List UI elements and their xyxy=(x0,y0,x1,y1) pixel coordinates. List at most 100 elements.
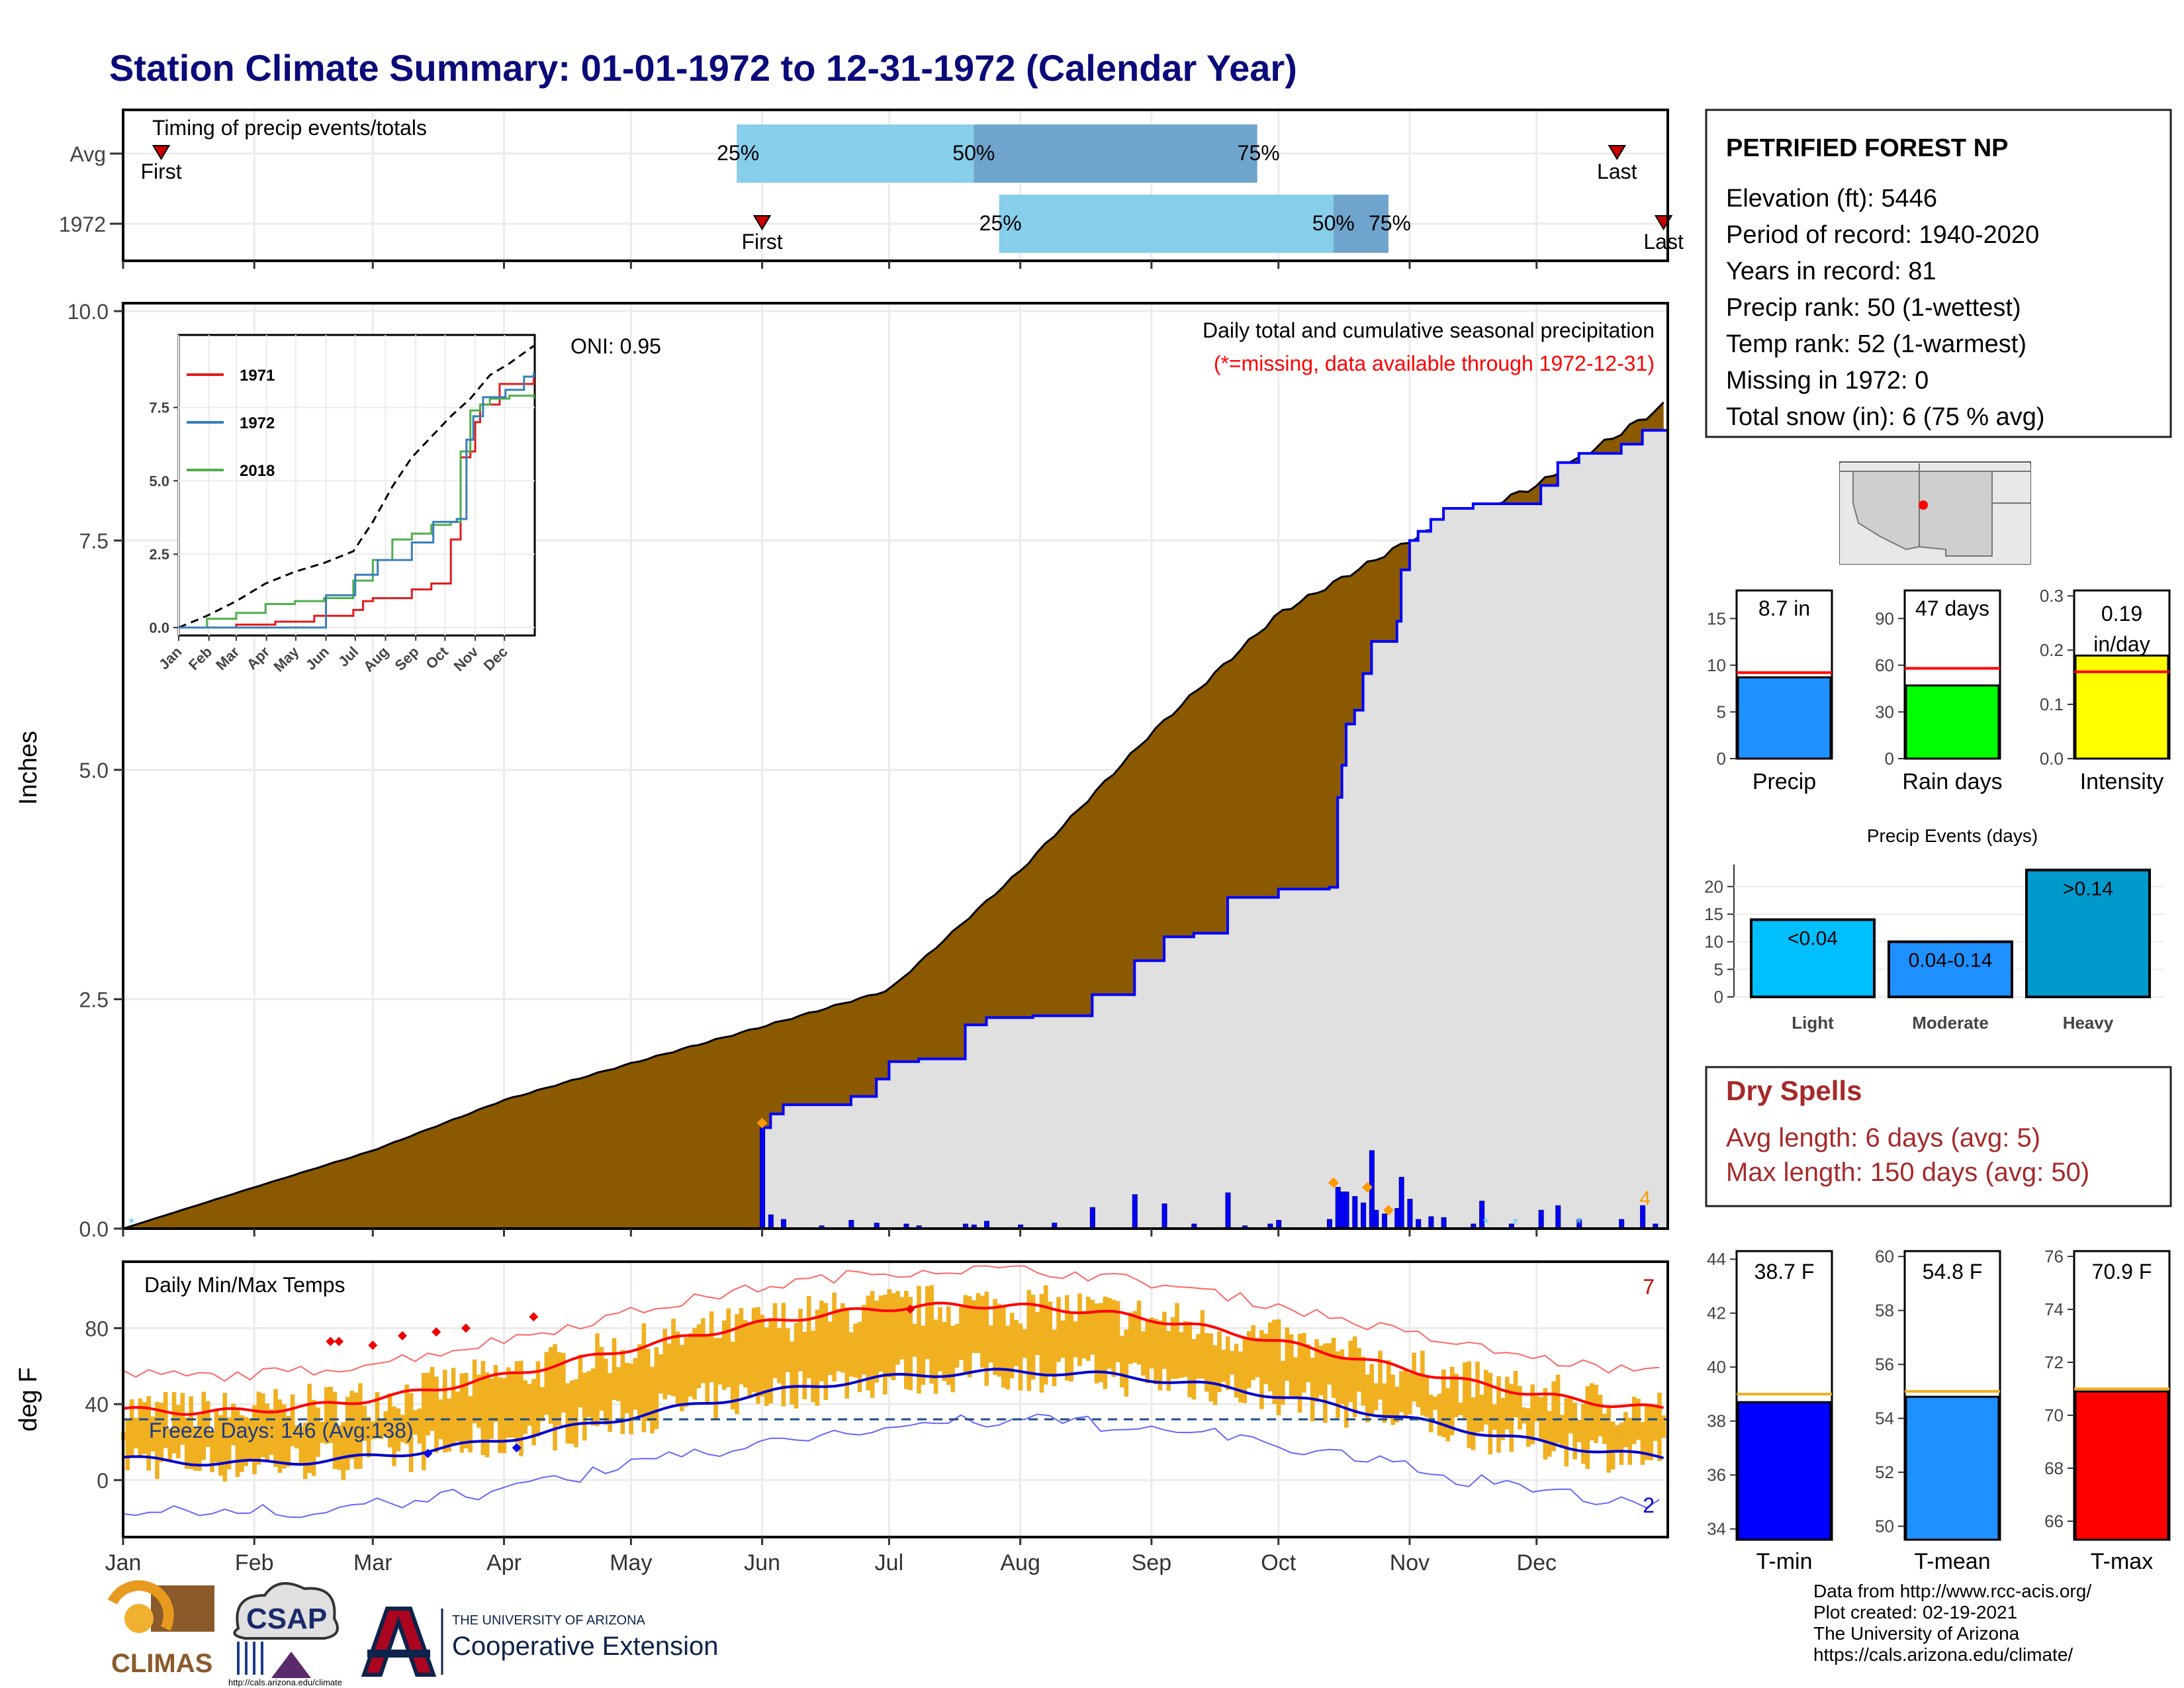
temp-ylabel: deg F xyxy=(15,1367,42,1431)
daily-temp-bar xyxy=(341,1422,346,1480)
temp-ytick-label: 80 xyxy=(85,1317,109,1340)
precip-frame xyxy=(122,302,1669,1230)
temp-bar-value-label: 54.8 F xyxy=(1923,1260,1983,1284)
daily-temp-bar xyxy=(790,1341,794,1405)
daily-temp-bar xyxy=(1212,1345,1218,1405)
daily-precip-bar xyxy=(1382,1213,1388,1229)
daily-temp-bar xyxy=(1645,1405,1649,1460)
daily-temp-bar xyxy=(993,1299,997,1375)
daily-temp-bar xyxy=(332,1391,338,1470)
station-info-line: Missing in 1972: 0 xyxy=(1726,367,1929,395)
inset-month-label: Aug xyxy=(360,643,392,675)
daily-temp-bar xyxy=(142,1402,147,1454)
station-box xyxy=(1705,109,2172,438)
daily-temp-bar xyxy=(1090,1299,1095,1355)
daily-temp-bar xyxy=(1225,1336,1230,1390)
daily-temp-bar xyxy=(248,1418,253,1462)
daily-temp-bar xyxy=(1120,1336,1124,1387)
daily-temp-bar xyxy=(709,1311,714,1383)
inset-ytick-label: 5.0 xyxy=(149,473,169,489)
daily-temp-bar xyxy=(1352,1336,1357,1418)
inset-month-label: Apr xyxy=(244,643,273,673)
daily-temp-bar xyxy=(1183,1321,1188,1378)
daily-precip-bar xyxy=(1428,1216,1434,1229)
daily-temp-bar xyxy=(1014,1320,1019,1366)
daily-temp-bar xyxy=(1568,1397,1573,1434)
daily-temp-bar xyxy=(1547,1411,1552,1457)
temp-top-count: 7 xyxy=(1643,1275,1655,1299)
daily-temp-bar xyxy=(1505,1376,1510,1430)
daily-temp-bar xyxy=(1023,1329,1027,1358)
daily-temp-bar xyxy=(1289,1334,1294,1397)
timing-first-marker xyxy=(152,145,171,160)
avg-max-line xyxy=(122,1301,1664,1416)
daily-temp-bar xyxy=(1619,1423,1624,1465)
month-label: Jun xyxy=(744,1550,780,1575)
daily-temp-bar xyxy=(641,1323,647,1432)
temp-bar-ytick-label: 36 xyxy=(1707,1465,1726,1485)
summary-value-label: 47 days xyxy=(1915,596,1989,620)
daily-temp-bar xyxy=(565,1383,570,1444)
daily-temp-bar xyxy=(210,1431,214,1472)
temp-bar-ytick-label: 50 xyxy=(1875,1517,1894,1536)
daily-temp-bar xyxy=(371,1421,375,1440)
daily-precip-bar xyxy=(1343,1192,1349,1229)
daily-temp-bar xyxy=(1416,1373,1421,1407)
daily-temp-bar xyxy=(1606,1405,1612,1473)
daily-temp-bar xyxy=(379,1419,384,1439)
daily-temp-bar xyxy=(1386,1360,1391,1419)
temp-bar-ytick-label: 60 xyxy=(1875,1246,1894,1266)
daily-temp-bar xyxy=(1424,1378,1430,1417)
daily-temp-bar xyxy=(155,1401,159,1479)
daily-temp-bar xyxy=(1454,1374,1459,1417)
daily-temp-bar xyxy=(320,1421,325,1443)
summary-ytick-label: 10 xyxy=(1707,655,1726,675)
daily-temp-bar xyxy=(1056,1297,1061,1362)
daily-precip-bar xyxy=(1416,1219,1422,1229)
daily-temp-bar xyxy=(1310,1358,1315,1422)
daily-temp-bar xyxy=(240,1415,244,1472)
daily-temp-bar xyxy=(569,1380,574,1444)
daily-temp-bar xyxy=(1196,1334,1201,1379)
daily-temp-bar xyxy=(404,1384,410,1444)
daily-temp-bar xyxy=(1111,1299,1116,1378)
events-ytick-label: 20 xyxy=(1704,876,1723,896)
daily-temp-bar xyxy=(722,1320,727,1390)
daily-temp-bar xyxy=(231,1403,236,1446)
daily-precip-bar xyxy=(1373,1209,1379,1229)
daily-temp-bar xyxy=(477,1374,481,1428)
daily-temp-bar xyxy=(819,1300,824,1382)
daily-temp-bar xyxy=(590,1368,596,1426)
record-high-marker xyxy=(368,1340,378,1350)
daily-temp-bar xyxy=(430,1367,435,1431)
daily-temp-bar xyxy=(1581,1403,1586,1464)
daily-temp-bar xyxy=(1128,1313,1133,1364)
daily-temp-bar xyxy=(281,1404,287,1469)
daily-temp-bar xyxy=(1103,1296,1108,1389)
record-high-marker xyxy=(398,1331,408,1340)
daily-temp-bar xyxy=(214,1409,219,1463)
events-bar xyxy=(2025,868,2151,999)
station-info-line: Total snow (in): 6 (75 % avg) xyxy=(1726,403,2045,431)
station-info: PETRIFIED FOREST NP Elevation (ft): 5446… xyxy=(1705,109,2172,438)
daily-temp-bar xyxy=(1281,1360,1285,1405)
daily-temp-bar xyxy=(353,1392,359,1470)
daily-temp-bar xyxy=(489,1378,494,1439)
daily-temp-bar xyxy=(1026,1289,1032,1391)
daily-temp-bar xyxy=(574,1379,578,1448)
inset-ytick-label: 7.5 xyxy=(149,400,169,416)
daily-temp-bar xyxy=(265,1403,270,1462)
daily-temp-bar xyxy=(866,1295,871,1391)
daily-temp-bar xyxy=(295,1425,299,1449)
inset-month-label: Nov xyxy=(451,643,482,675)
precip-panel: * * * * 0.0 2.5 5.0 7.5 10.0 Daily total and cu… xyxy=(15,300,1669,1241)
timing-p75-label: 75% xyxy=(1238,141,1280,165)
daily-temp-bar xyxy=(205,1401,210,1447)
daily-temp-bar xyxy=(1069,1311,1073,1382)
daily-temp-bar xyxy=(1276,1319,1281,1416)
daily-temp-bar xyxy=(235,1410,240,1477)
daily-temp-bar xyxy=(1488,1372,1493,1455)
daily-temp-bar xyxy=(1234,1344,1239,1398)
daily-temp-bar xyxy=(1382,1383,1387,1423)
daily-temp-bar xyxy=(438,1399,443,1440)
